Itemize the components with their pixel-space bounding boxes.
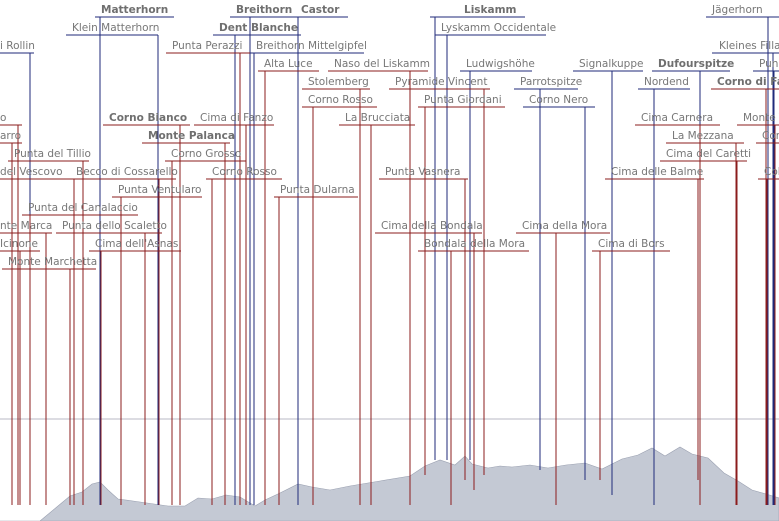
peak-label: Cima della Mora [522, 220, 607, 232]
peak-label: Parrotspitze [520, 76, 582, 88]
peak-label: Monte Marchetta [8, 256, 97, 268]
peak-label: Naso del Liskamm [334, 58, 430, 70]
peak-label: Corn [762, 130, 779, 142]
peak-label: Matterhorn [101, 4, 168, 16]
peak-label: arro [0, 130, 21, 142]
peak-label: Col [764, 166, 779, 178]
peak-leader-lines [0, 16, 779, 505]
peak-label: Jägerhorn [711, 4, 763, 16]
peak-label: Alta Luce [264, 58, 313, 70]
peak-label: Punta Dularna [280, 184, 355, 196]
peak-label: i Rollin [0, 40, 35, 52]
peak-label: Punta Ventularo [118, 184, 201, 196]
peak-label: Cima Carnera [641, 112, 713, 124]
peak-label: La Mezzana [672, 130, 734, 142]
peak-label: Punta del Tillio [14, 148, 91, 160]
peak-label: Pyramide Vincent [395, 76, 487, 88]
peak-label: del Vescovo [0, 166, 63, 178]
peak-label: Bondala della Mora [424, 238, 525, 250]
peak-label: Corno Rosso [308, 94, 373, 106]
terrain-silhouette [0, 446, 779, 521]
peak-label: Monte T [743, 112, 779, 124]
peak-label: Monte Palanca [148, 130, 235, 142]
peak-label: Breithorn Mittelgipfel [256, 40, 367, 52]
peak-label: Punta Vasnera [385, 166, 460, 178]
peak-label: Icinone [0, 238, 38, 250]
peak-label: Signalkuppe [579, 58, 643, 70]
peak-label: Cima dell'Asnas [95, 238, 178, 250]
peak-label: Klein Matterhorn [72, 22, 159, 34]
peak-label: Becco di Cossarello [76, 166, 178, 178]
peak-label: Nordend [644, 76, 689, 88]
peak-label: Ludwigshöhe [466, 58, 535, 70]
peak-label: Punta del Canalaccio [28, 202, 138, 214]
peak-label: Pun [759, 58, 778, 70]
peak-labels: Jägerhorn Kleines Fillar Pun Corno di Fal Du… [0, 4, 779, 268]
peak-label: Cima delle Balme [611, 166, 703, 178]
peak-label: Corno Rosso [212, 166, 277, 178]
peak-label: Liskamm [464, 4, 517, 16]
peak-label: Breithorn [236, 4, 292, 16]
peak-label: Corno di Fal [717, 76, 779, 88]
peak-label: Corno Bianco [109, 112, 187, 124]
peak-label: Corno Nero [529, 94, 588, 106]
peak-label: Dent Blanche [219, 22, 298, 34]
peak-label: Punta dello Scaletto [62, 220, 167, 232]
peak-label: Dufourspitze [658, 58, 734, 70]
terrain-layer [0, 446, 779, 521]
peak-label: Cima della Bondala [381, 220, 483, 232]
peak-label: Punta Giordani [424, 94, 502, 106]
peak-label: nte Marca [0, 220, 52, 232]
peak-label: Corno Grosso [171, 148, 241, 160]
peak-label: o [0, 112, 6, 124]
peak-label: La Brucciata [345, 112, 410, 124]
peak-label: Stolemberg [308, 76, 369, 88]
peak-label: Cima del Caretti [666, 148, 751, 160]
peak-label: Cima di Bors [598, 238, 665, 250]
peak-label: Cima di Fanzo [200, 112, 273, 124]
peak-label: Punta Perazzi [172, 40, 242, 52]
peak-label: Castor [301, 4, 340, 16]
peak-label: Kleines Fillar [719, 40, 779, 52]
peak-label: Lyskamm Occidentale [441, 22, 556, 34]
